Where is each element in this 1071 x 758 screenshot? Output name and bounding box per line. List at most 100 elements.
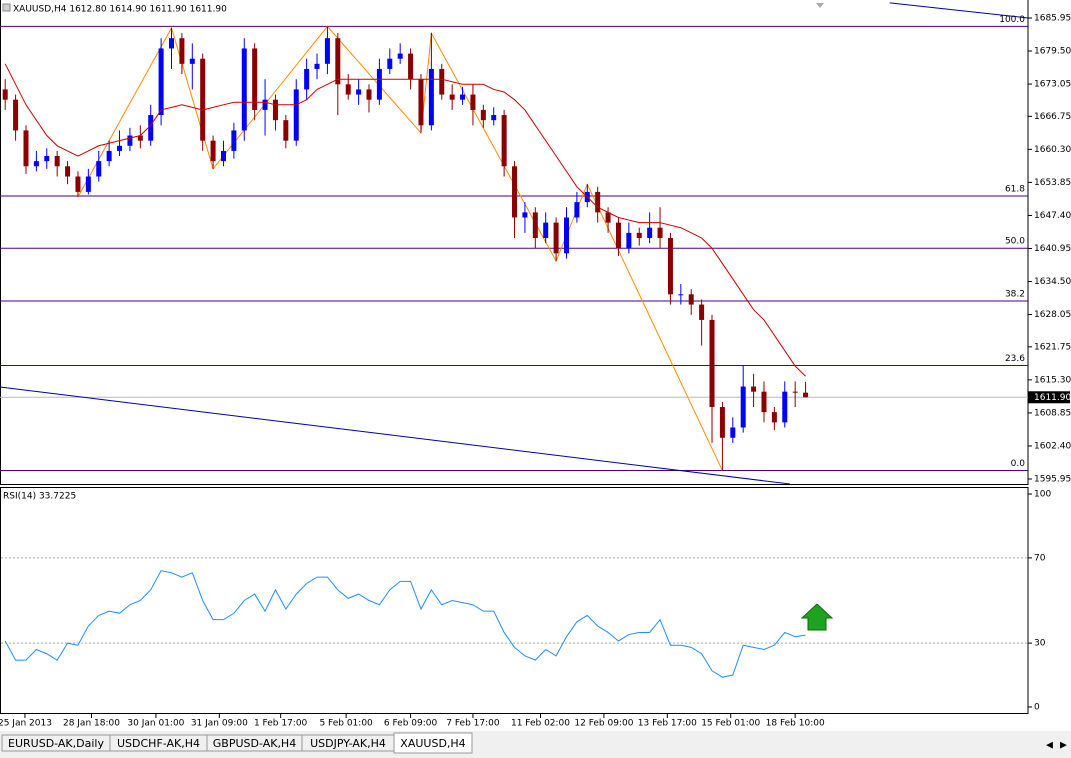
candle-body: [262, 99, 268, 110]
candle-body: [647, 227, 653, 238]
x-tick-label: 31 Jan 09:00: [191, 719, 248, 729]
y-tick-label: 70: [1034, 553, 1046, 563]
candle-body: [324, 38, 330, 64]
last-price-box: [1028, 391, 1070, 404]
candle-body: [543, 222, 549, 238]
y-tick-label: 1679.50: [1034, 47, 1071, 57]
candle-body: [418, 79, 424, 126]
candle-body: [85, 176, 91, 192]
candle-body: [314, 63, 320, 69]
y-tick-label: 1615.30: [1034, 375, 1071, 385]
candle-body: [439, 68, 445, 95]
candle-body: [574, 202, 580, 218]
symbol-tab[interactable]: USDCHF-AK,H4: [109, 734, 208, 752]
y-tick-label: 1634.50: [1034, 277, 1071, 287]
candle-body: [480, 109, 486, 121]
candle-body: [699, 304, 705, 320]
candle-body: [387, 58, 393, 69]
candle-body: [2, 89, 8, 100]
y-tick-label: 1673.05: [1034, 80, 1071, 90]
x-tick-label: 6 Feb 09:00: [384, 719, 438, 729]
y-tick-label: 1660.30: [1034, 145, 1071, 155]
candle-body: [532, 212, 538, 238]
candle-body: [595, 191, 601, 213]
x-tick-label: 11 Feb 02:00: [511, 719, 570, 729]
fib-level-label: 23.6: [1005, 354, 1025, 364]
candle-body: [293, 89, 299, 141]
y-tick-label: 1647.40: [1034, 211, 1071, 221]
symbol-tab[interactable]: XAUUSD,H4: [393, 732, 473, 754]
candle-body: [23, 130, 29, 167]
candle-body: [771, 412, 777, 423]
candle-body: [137, 135, 143, 141]
candle-body: [231, 130, 237, 151]
candle-body: [200, 58, 206, 141]
candle-body: [626, 232, 632, 249]
candle-body: [13, 99, 19, 131]
candle-body: [678, 294, 684, 296]
y-tick-label: 1628.05: [1034, 310, 1071, 320]
x-tick-label: 15 Feb 01:00: [701, 719, 760, 729]
y-tick-label: 1685.95: [1034, 13, 1071, 23]
y-tick-label: 1640.95: [1034, 244, 1071, 254]
scroll-left[interactable]: ◀: [1046, 741, 1053, 751]
x-tick-label: 12 Feb 09:00: [574, 719, 633, 729]
trendline: [0, 386, 791, 484]
candle-body: [210, 140, 216, 162]
y-tick-label: 1653.85: [1034, 178, 1071, 188]
candle-body: [220, 150, 226, 162]
candle-body: [730, 427, 736, 438]
candle-body: [460, 94, 466, 100]
candle-body: [803, 392, 809, 398]
x-tick-label: 1 Feb 17:00: [254, 719, 308, 729]
tab-label: EURUSD-AK,Daily: [8, 737, 104, 750]
x-tick-label: 28 Jan 18:00: [63, 719, 120, 729]
x-tick-label: 13 Feb 17:00: [638, 719, 697, 729]
candle-body: [54, 156, 60, 167]
last-price-label: 1611.90: [1034, 393, 1071, 403]
scroll-right[interactable]: ▶: [1060, 741, 1067, 751]
price-panel-frame: [0, 0, 1029, 485]
candle-body: [106, 150, 112, 162]
candle-body: [449, 94, 455, 100]
candle-body: [127, 135, 133, 146]
moving-average: [4, 63, 806, 377]
y-tick-label: 100: [1034, 490, 1051, 500]
x-tick-label: 18 Feb 10:00: [766, 719, 825, 729]
x-tick-label: 25 Jan 2013: [0, 719, 52, 729]
candle-body: [408, 53, 414, 80]
candle-body: [709, 319, 715, 408]
candle-body: [376, 68, 382, 100]
candle-body: [657, 227, 663, 238]
y-tick-label: 1595.95: [1034, 474, 1071, 484]
candle-body: [148, 115, 154, 141]
symbol-icon: [2, 3, 11, 12]
symbol-tab[interactable]: GBPUSD-AK,H4: [206, 734, 303, 752]
candle-body: [740, 386, 746, 428]
candle-body: [366, 89, 372, 100]
candle-body: [65, 166, 71, 177]
tab-label: XAUUSD,H4: [400, 737, 465, 750]
tab-label: USDCHF-AK,H4: [117, 737, 200, 750]
trendline: [889, 2, 1028, 19]
candle-body: [304, 68, 310, 90]
candle-body: [491, 115, 497, 121]
candle-body: [719, 407, 725, 438]
y-tick-label: 0: [1034, 702, 1040, 712]
fib-level-label: 38.2: [1005, 289, 1025, 299]
candle-body: [751, 386, 757, 392]
symbol-tab[interactable]: USDJPY-AK,H4: [301, 734, 395, 752]
tab-label: GBPUSD-AK,H4: [213, 737, 296, 750]
y-tick-label: 30: [1034, 639, 1046, 649]
candle-body: [189, 58, 195, 64]
rsi-panel-frame: [0, 487, 1029, 714]
candle-body: [272, 99, 278, 121]
candle-body: [356, 89, 362, 95]
candle-body: [44, 156, 50, 162]
candle-body: [252, 48, 258, 110]
fib-level-label: 100.0: [999, 15, 1025, 25]
candle-body: [605, 212, 611, 223]
symbol-tab[interactable]: EURUSD-AK,Daily: [1, 734, 111, 752]
